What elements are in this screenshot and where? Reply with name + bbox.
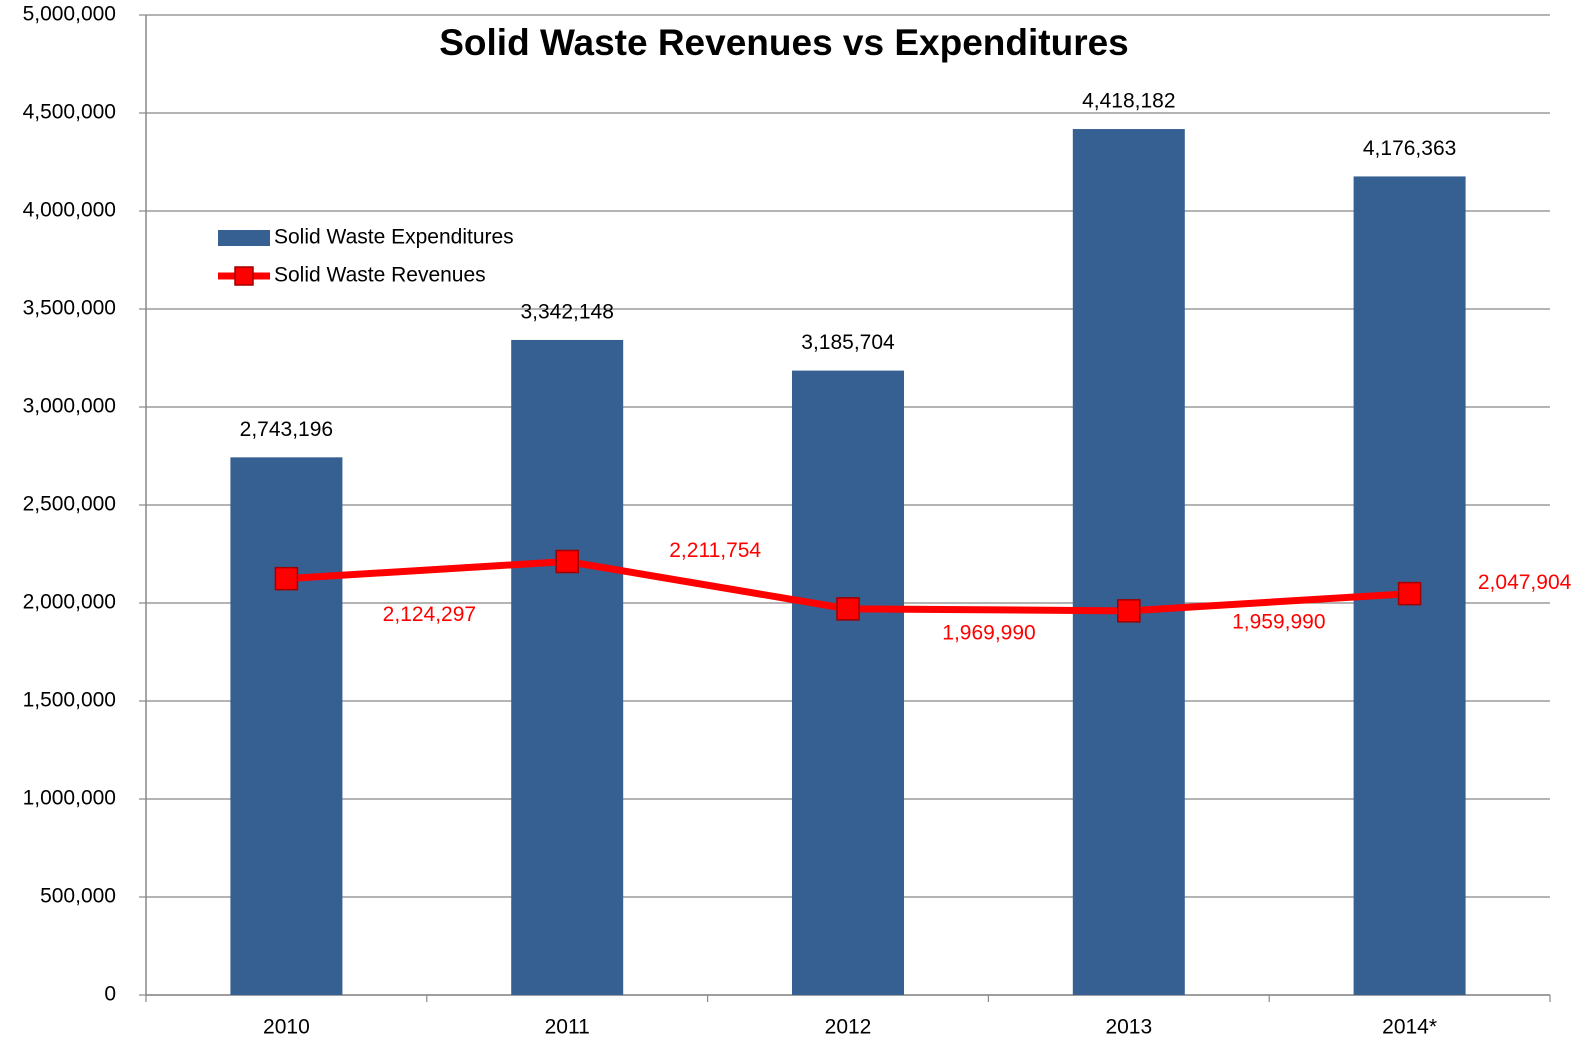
line-value-label: 1,969,990 [942, 621, 1035, 644]
y-tick-label: 500,000 [40, 885, 116, 908]
y-tick-label: 1,500,000 [23, 689, 116, 712]
bar-value-label: 4,176,363 [1363, 137, 1456, 160]
y-tick-label: 5,000,000 [23, 3, 116, 26]
line-marker [274, 566, 299, 591]
bar-value-label: 3,185,704 [801, 331, 895, 354]
bar [1072, 129, 1185, 996]
legend-swatch-marker [234, 266, 254, 286]
y-tick-label: 1,000,000 [23, 787, 116, 810]
line-value-label: 2,124,297 [383, 603, 476, 626]
chart-title: Solid Waste Revenues vs Expenditures [439, 22, 1129, 63]
x-tick-label: 2014* [1382, 1016, 1437, 1039]
y-tick-label: 0 [104, 983, 116, 1006]
legend-swatch [218, 230, 270, 246]
bar-value-label: 2,743,196 [240, 418, 333, 441]
line-value-label: 1,959,990 [1232, 610, 1325, 633]
line-marker [1117, 599, 1141, 623]
y-tick-label: 2,500,000 [23, 493, 116, 516]
x-tick-label: 2011 [545, 1016, 590, 1039]
y-tick-label: 2,000,000 [23, 591, 116, 614]
x-tick-label: 2010 [263, 1016, 310, 1039]
bar-value-label: 3,342,148 [520, 300, 613, 323]
bar [230, 457, 343, 995]
line-marker [555, 549, 579, 574]
y-tick-label: 3,000,000 [23, 395, 116, 418]
legend-label: Solid Waste Expenditures [274, 226, 514, 249]
line-value-label: 2,047,904 [1478, 571, 1572, 594]
y-tick-label: 4,000,000 [23, 199, 116, 222]
line-marker [836, 597, 860, 621]
bar [792, 370, 904, 995]
line-marker [1397, 581, 1422, 606]
legend-label: Solid Waste Revenues [274, 264, 486, 287]
bar [511, 339, 624, 996]
line-value-label: 2,211,754 [669, 539, 761, 562]
bar-value-label: 4,418,182 [1082, 90, 1175, 113]
x-tick-label: 2012 [825, 1016, 872, 1039]
y-tick-label: 3,500,000 [23, 297, 116, 320]
x-tick-label: 2013 [1105, 1016, 1152, 1039]
y-tick-label: 4,500,000 [23, 101, 116, 124]
